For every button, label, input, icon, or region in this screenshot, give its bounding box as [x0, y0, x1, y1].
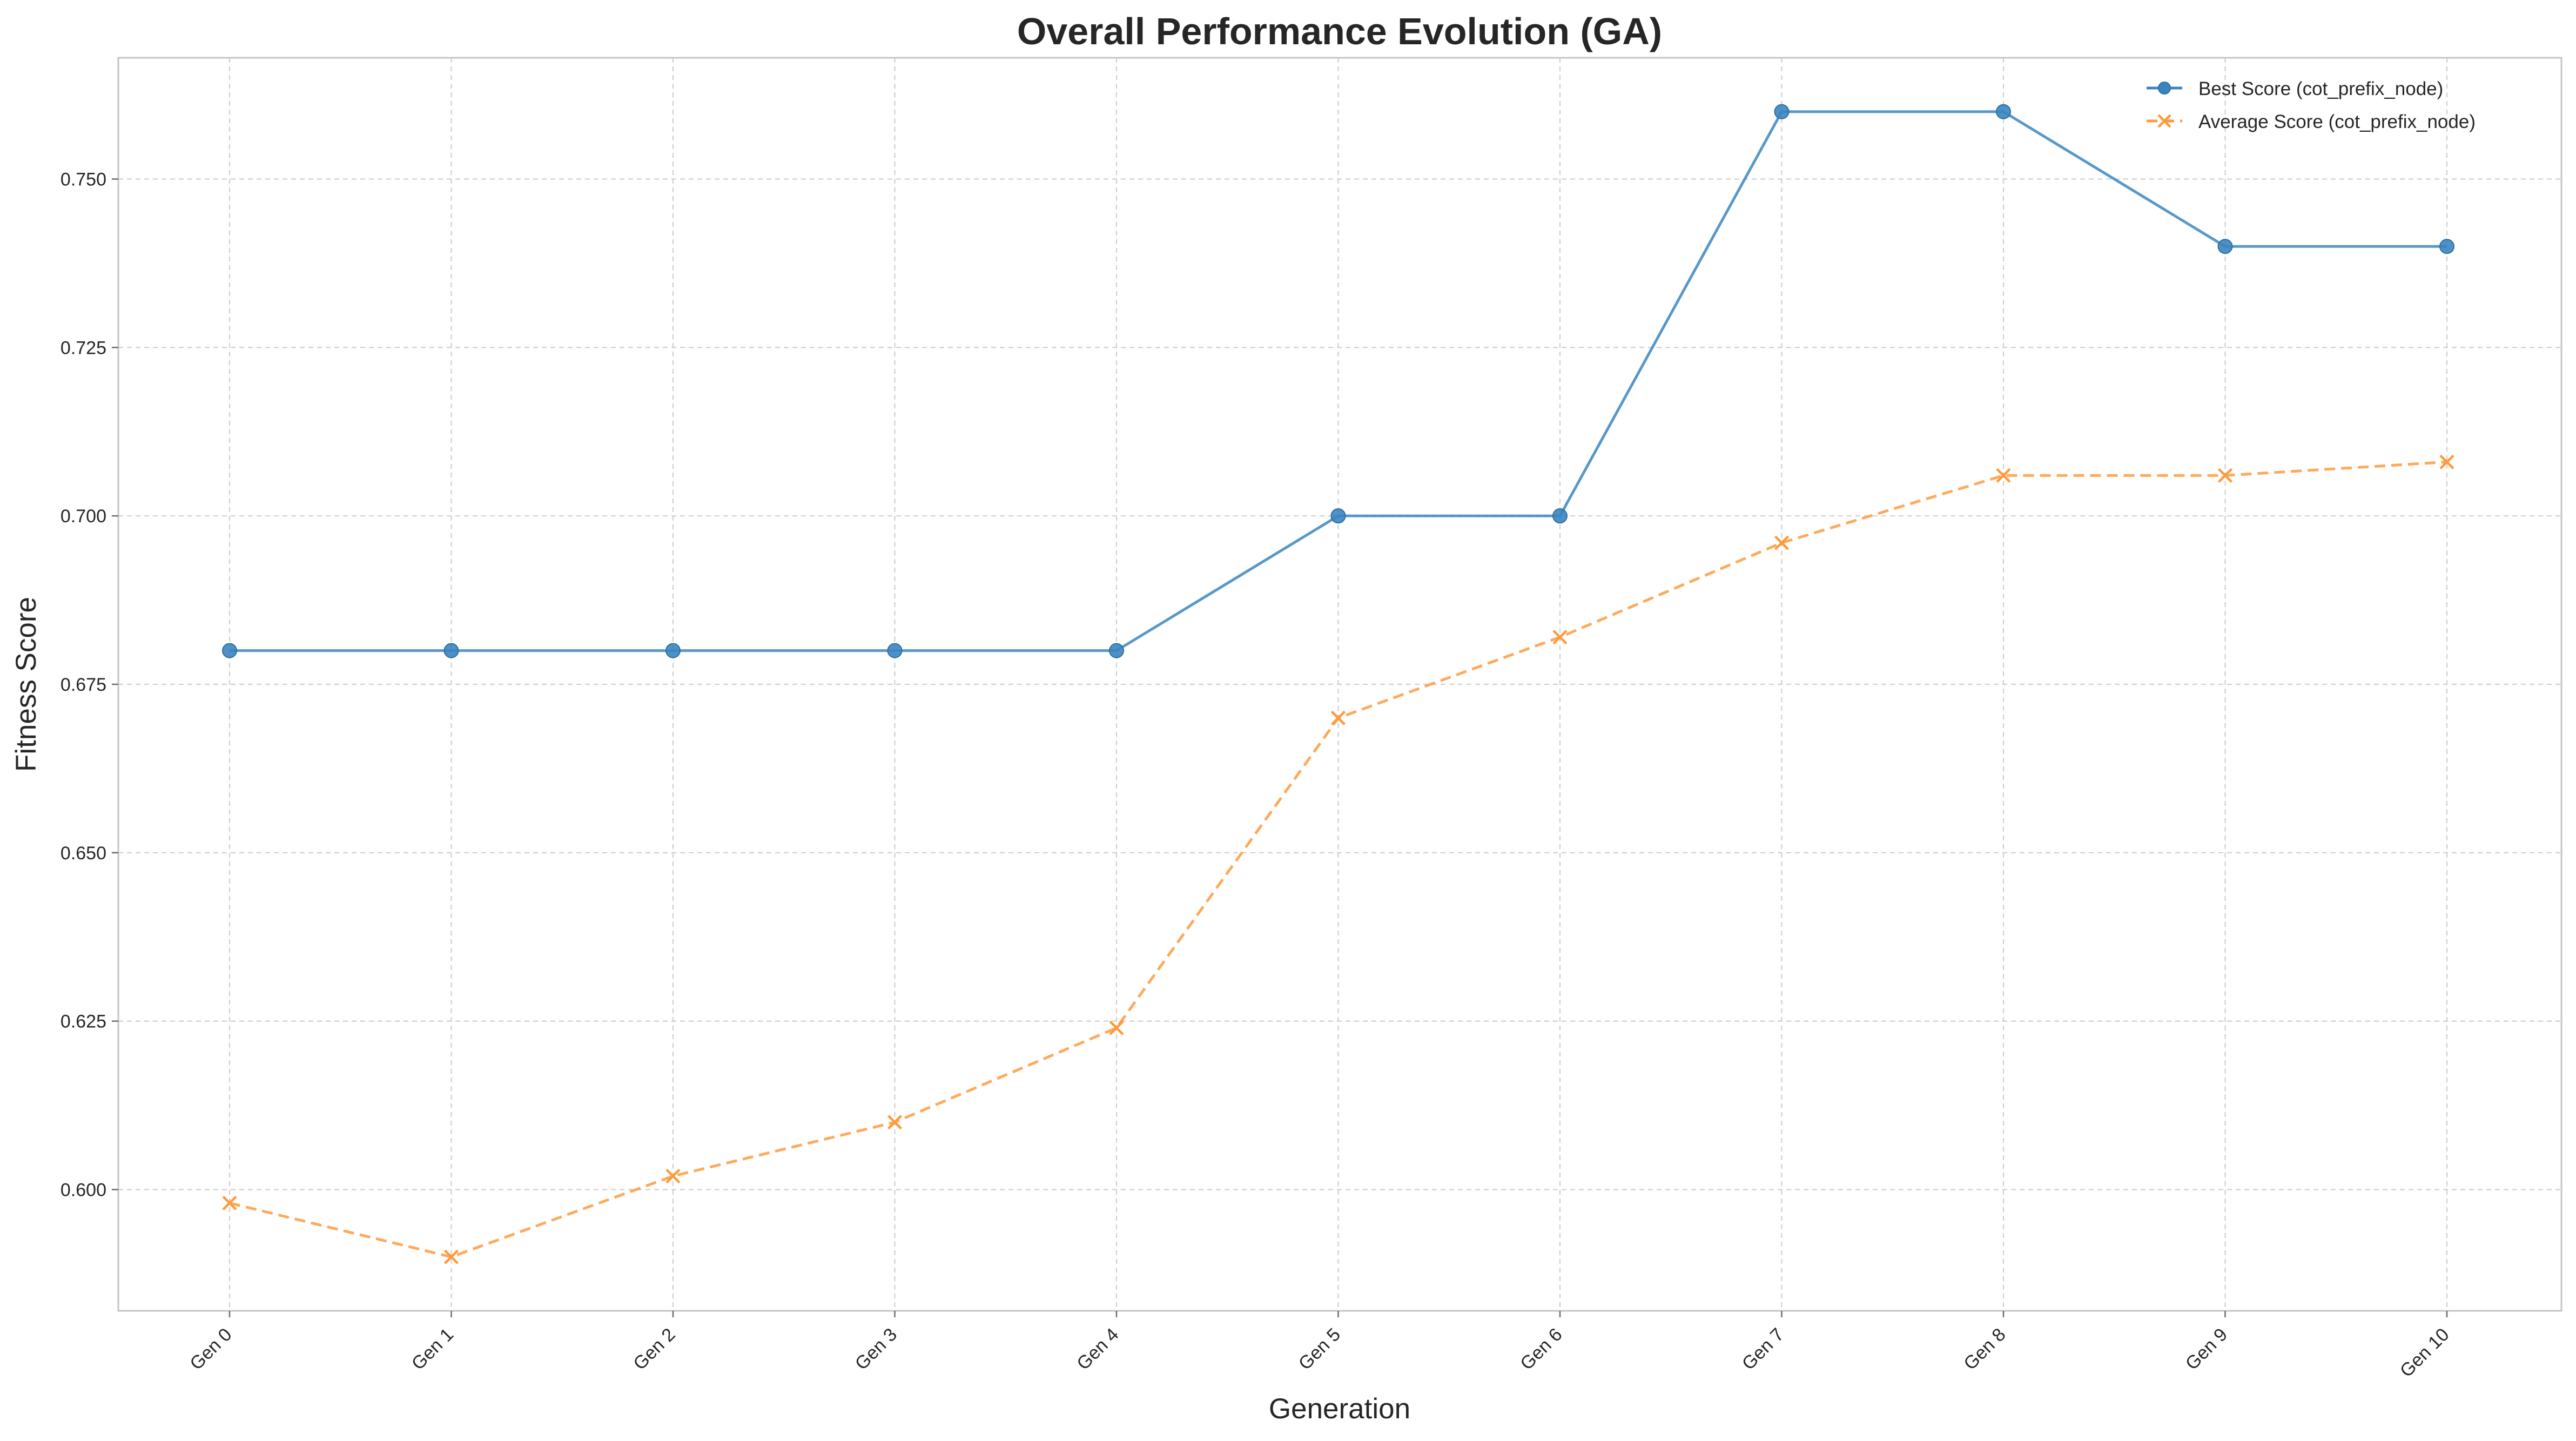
y-tick-label: 0.650 — [60, 843, 106, 864]
series-0-point — [887, 643, 903, 658]
series-1-point — [1552, 630, 1568, 645]
series-0-point — [1774, 104, 1790, 119]
series-1-point — [1774, 535, 1790, 550]
y-tick-label: 0.625 — [60, 1012, 106, 1032]
legend-marker-best — [2158, 82, 2171, 95]
series-0-point — [222, 643, 237, 658]
series-1-point — [1109, 1020, 1124, 1035]
y-tick-label: 0.700 — [60, 506, 106, 527]
series-0-point — [2217, 239, 2233, 254]
series-0-point — [443, 643, 459, 658]
legend-label-best: Best Score (cot_prefix_node) — [2198, 78, 2443, 99]
series-1-point — [443, 1249, 459, 1264]
series-layer — [222, 104, 2454, 1264]
series-1-point — [665, 1168, 681, 1184]
y-tick-label: 0.725 — [60, 338, 106, 358]
legend: Best Score (cot_prefix_node) Average Sco… — [2147, 78, 2476, 132]
series-1-point — [887, 1115, 903, 1130]
series-0-point — [1996, 104, 2011, 119]
y-tick-label: 0.750 — [60, 170, 106, 190]
series-0-point — [1330, 508, 1346, 524]
series-1-point — [2217, 468, 2233, 483]
y-tick-label: 0.600 — [60, 1180, 106, 1200]
x-axis-title: Generation — [1269, 1393, 1410, 1425]
chart-title: Overall Performance Evolution (GA) — [1017, 10, 1662, 52]
y-axis-title: Fitness Score — [10, 597, 42, 772]
y-axis-ticks: 0.600 0.625 0.650 0.675 0.700 0.725 0.750 — [60, 170, 118, 1200]
series-0-point — [1109, 643, 1124, 658]
legend-entry-best: Best Score (cot_prefix_node) — [2147, 78, 2443, 99]
y-tick-label: 0.675 — [60, 675, 106, 695]
series-1-point — [1330, 710, 1346, 725]
series-0-point — [1552, 508, 1568, 524]
series-1-point — [222, 1195, 237, 1211]
legend-label-average: Average Score (cot_prefix_node) — [2198, 111, 2476, 132]
series-1-point — [2439, 454, 2454, 469]
y-gridlines — [118, 178, 2561, 1190]
series-0-point — [665, 643, 681, 658]
series-1-point — [1996, 468, 2011, 483]
series-0-point — [2439, 239, 2454, 254]
legend-entry-average: Average Score (cot_prefix_node) — [2147, 111, 2476, 132]
legend-marker-average — [2157, 114, 2171, 128]
